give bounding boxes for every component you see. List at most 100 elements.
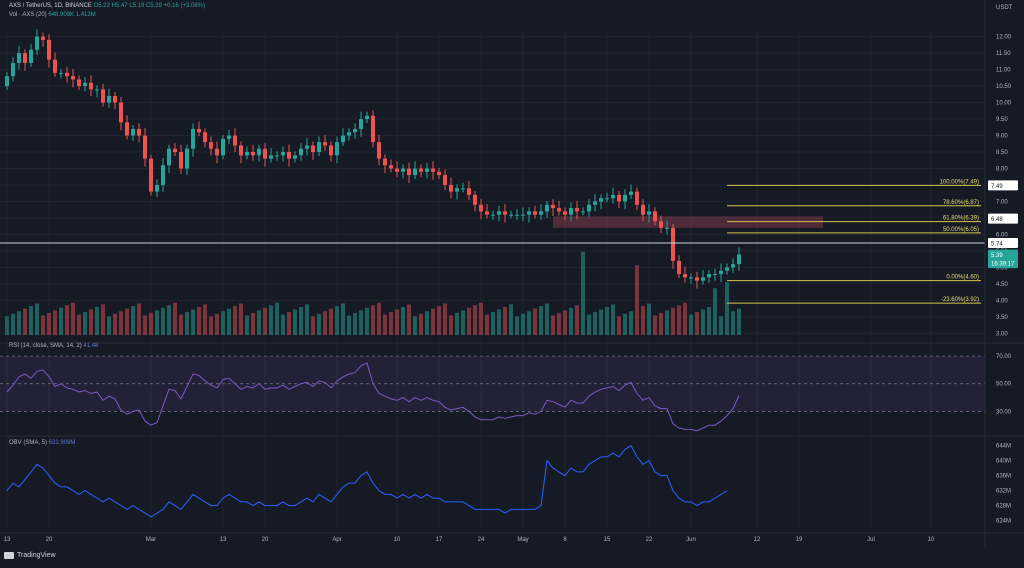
price-tick-label: 8.00 [996,167,1008,173]
price-tick-label: 8.50 [996,150,1008,156]
volume-bar [521,313,525,335]
candle-body [569,208,573,215]
obv-tick-label: 628M [996,504,1011,510]
volume-bar [245,315,249,335]
price-tick-label: 10.50 [996,84,1012,90]
candle-body [701,277,705,281]
price-label-text: 5.74 [991,242,1003,248]
candle-body [383,158,387,166]
obv-label: OBV (SMA, 5) [9,440,48,446]
volume-bar [503,306,507,335]
volume-bar [155,310,159,335]
candle-body [395,168,399,172]
candle-body [59,72,63,74]
candle-body [509,214,513,216]
time-tick-label: 24 [478,537,485,543]
candle-body [377,142,381,159]
symbol-header: AXS / TetherUS, 1D, BINANCE O5.22 H5.47 … [9,3,205,9]
volume-bar [125,308,129,335]
volume-bar [65,305,69,335]
time-tick-label: 17 [436,537,443,543]
candle-body [419,168,423,172]
volume-bar [455,312,459,335]
candle-body [197,128,201,133]
price-tick-label: 3.50 [996,315,1008,321]
volume-bar [287,312,291,335]
volume-bar [203,304,207,335]
price-label-box [988,238,1018,249]
volume-bar [737,308,741,335]
time-tick-label: Jul [867,537,875,543]
volume-bar [53,310,57,335]
volume-bar [47,312,51,335]
candle-body [305,145,309,149]
price-label-text: 7.49 [991,184,1003,190]
price-tick-label: 12.00 [996,35,1012,41]
obv-legend: OBV (SMA, 5) 631.909M [9,440,75,446]
volume-bar [509,304,513,335]
volume-bar [161,307,165,335]
fib-level-label: 50.00%(6.05) [943,227,979,233]
candle-body [227,135,231,139]
price-label-box [988,180,1018,191]
candle-body [731,264,735,268]
rsi-tick-label: 50.00 [996,382,1012,388]
volume-bar [563,310,567,335]
candle-body [137,128,141,136]
price-label-box [988,249,1018,260]
volume-bar [89,309,93,335]
price-tick-label: 3.00 [996,331,1008,337]
candle-body [683,274,687,278]
candle-body [143,135,147,159]
candle-body [263,148,267,159]
volume-bar [143,315,147,335]
candle-body [593,201,597,205]
candle-body [401,168,405,172]
obv-line [6,444,728,518]
candle-body [47,39,51,60]
obv-tick-label: 624M [996,519,1011,525]
volume-values: 648.909K 1.413M [48,12,96,18]
candle-body [131,128,135,136]
ohlc-values: O5.22 H5.47 L5.19 C5.39 +0.16 (+3.06%) [93,3,206,9]
candle-body [89,82,93,90]
volume-bar [611,304,615,335]
volume-bar [59,307,63,335]
rsi-value: 41.48 [83,343,99,349]
volume-bar [371,305,375,335]
volume-bar [635,265,639,335]
rsi-line [6,362,740,432]
time-tick-label: Apr [332,537,341,543]
volume-bar [215,313,219,335]
candle-body [341,135,345,143]
tradingview-logo[interactable]: TradingView [4,552,56,559]
volume-bar [131,306,135,335]
volume-bar [419,313,423,335]
volume-bar [539,306,543,335]
candle-body [647,211,651,215]
fibonacci-levels: 100.00%(7.49) 78.60%(6.87) 61.80%(6.39) 50.… [0,179,985,304]
candle-body [41,36,45,40]
price-tick-label: 11.50 [996,51,1011,57]
candle-body [515,214,519,216]
candle-body [83,82,87,87]
volume-bar [659,312,663,335]
price-label-box [988,258,1018,269]
candle-body [365,115,369,120]
volume-bar [185,312,189,335]
volume-bar [377,302,381,335]
tradingview-icon [4,552,14,559]
candle-body [635,191,639,205]
candle-body [413,168,417,176]
price-label-text: 16:39:17 [991,262,1015,268]
candle-body [563,211,567,215]
candle-body [497,211,501,215]
candle-body [23,53,27,63]
volume-bar [323,311,327,335]
candle-body [245,152,249,156]
candle-body [461,188,465,190]
candle-body [437,171,441,176]
fib-level-label: 78.60%(6.87) [943,200,979,206]
candle-body [77,79,81,87]
